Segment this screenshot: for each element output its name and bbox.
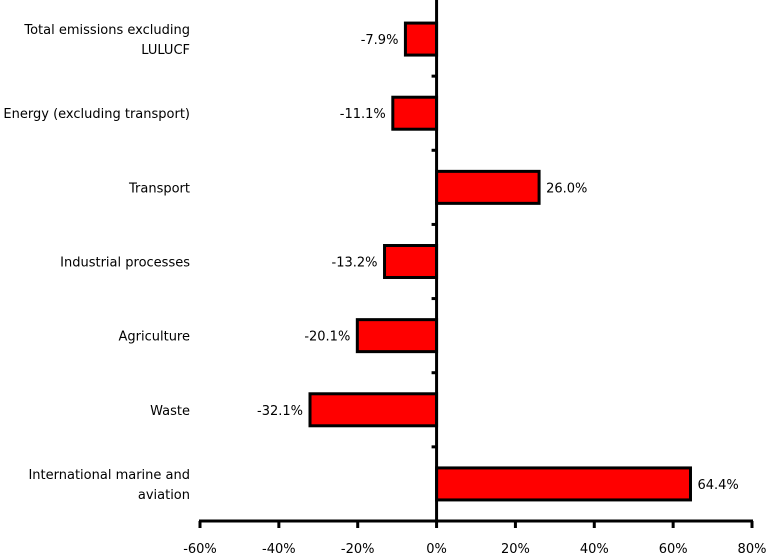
labels-layer: -7.9% Total emissions excluding LULUCF -11.… [3,23,766,556]
value-label-0: -7.9% [361,33,399,48]
x-tick-label: -20% [341,542,375,556]
category-label-6: International marine and aviation [28,468,190,503]
category-label-5: Waste [150,404,190,419]
category-label-line: Agriculture [119,330,191,345]
category-label-3: Industrial processes [60,256,190,271]
category-label-line: LULUCF [141,43,190,58]
value-label-6: 64.4% [697,478,738,493]
value-label-1: -11.1% [340,107,386,122]
value-label-2: 26.0% [546,181,587,196]
x-tick-label: -60% [183,542,217,556]
category-label-0: Total emissions excluding LULUCF [23,23,190,58]
x-tick-label: -40% [262,542,296,556]
category-label-line: Transport [128,181,190,196]
bars-layer [308,21,692,502]
bar-6 [435,466,692,502]
x-tick-label: 20% [501,542,530,556]
category-label-4: Agriculture [119,330,191,345]
bar-1 [391,95,439,131]
bar-5 [308,392,439,428]
x-tick-label: 80% [738,542,767,556]
bar-3 [383,244,439,279]
x-tick-label: 40% [580,542,609,556]
category-label-line: Industrial processes [60,256,190,271]
bar-2 [435,169,541,205]
value-label-3: -13.2% [332,256,378,271]
value-label-5: -32.1% [257,404,303,419]
category-label-2: Transport [128,181,190,196]
bar-4 [355,318,439,354]
axes-layer [198,0,754,528]
category-label-line: Waste [150,404,190,419]
category-label-line: Total emissions excluding [23,23,190,38]
category-label-line: aviation [138,488,190,503]
x-tick-label: 60% [659,542,688,556]
bar-0 [403,21,439,57]
value-label-4: -20.1% [304,330,350,345]
x-tick-label: 0% [426,542,447,556]
category-label-1: Energy (excluding transport) [3,107,190,122]
category-label-line: Energy (excluding transport) [3,107,190,122]
category-label-line: International marine and [28,468,190,483]
